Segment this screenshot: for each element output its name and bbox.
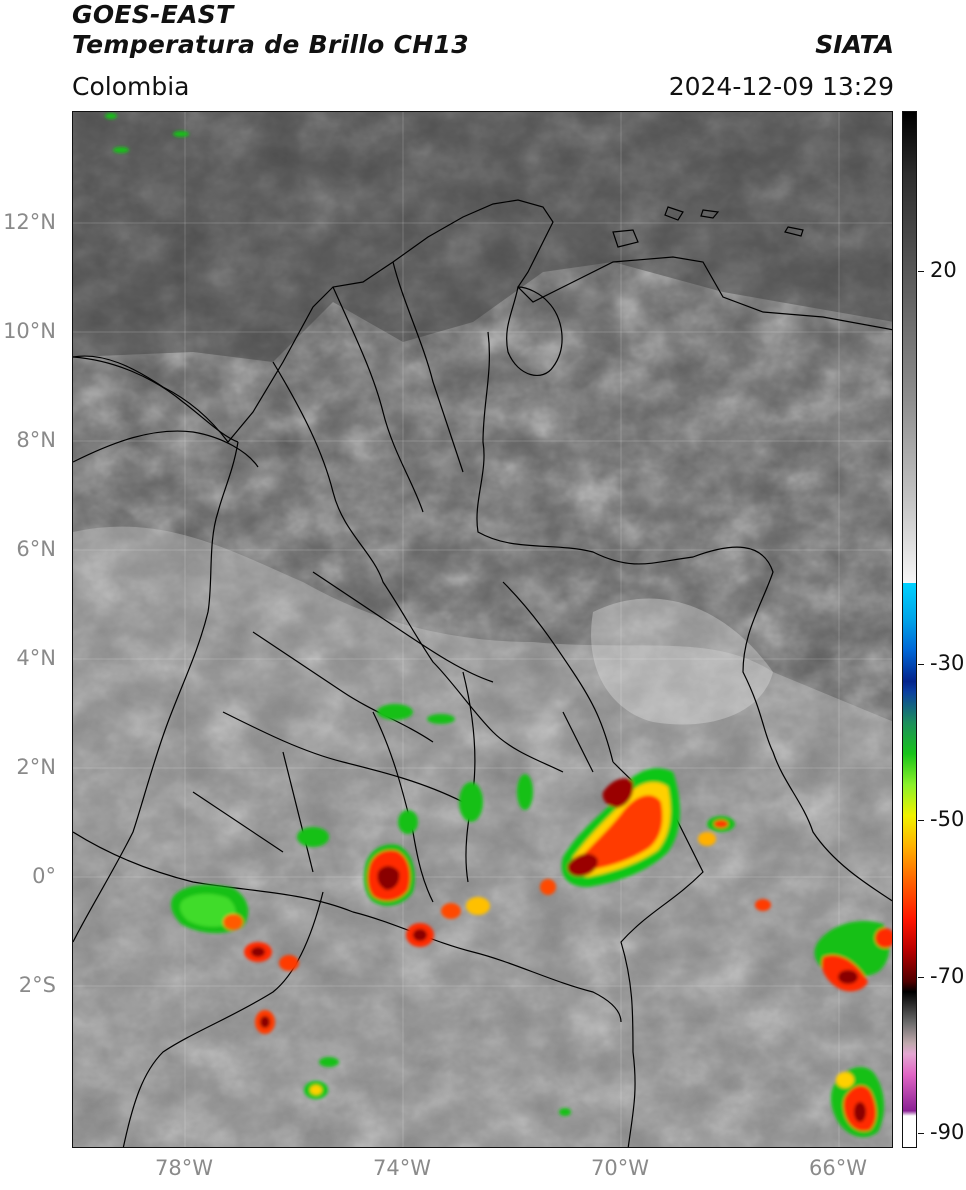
colorbar-label-minus70: -70	[930, 964, 965, 988]
convective-cells	[105, 113, 892, 1138]
storm-brazil-e	[875, 928, 892, 948]
storm-amazonas-a	[755, 899, 771, 911]
lat-label-4n: 4°N	[16, 646, 56, 670]
storm-meta	[517, 774, 533, 810]
storm-narino-mid	[179, 893, 236, 927]
storm-meta-north	[377, 704, 413, 720]
lat-label-6n: 6°N	[16, 537, 56, 561]
storm-putumayo-peak	[377, 866, 400, 890]
colorbar-tick-minus70	[918, 977, 924, 978]
storm-guainia-a-core	[714, 820, 728, 828]
temperature-colorbar	[902, 111, 917, 1148]
storm-brazil-se-peak	[854, 1102, 866, 1122]
storm-amazon-c	[540, 879, 556, 895]
storm-north-a	[113, 147, 129, 153]
storm-brazil-ne-peak	[838, 970, 858, 984]
storm-brazil-sw	[836, 1072, 854, 1088]
colorbar-label-minus30: -30	[930, 651, 965, 675]
brightness-temperature-map	[73, 112, 892, 1147]
title-satellite: GOES-EAST	[72, 0, 234, 29]
storm-narino-core	[223, 914, 243, 930]
lat-label-12n: 12°N	[3, 210, 56, 234]
storm-vaupes-peak2	[567, 853, 598, 877]
storm-amazon-b	[297, 827, 329, 847]
storm-vaupes-peak	[602, 778, 634, 808]
colorbar-label-20: 20	[930, 258, 957, 282]
storm-peru-a-core	[310, 1085, 322, 1095]
lat-label-8n: 8°N	[16, 428, 56, 452]
lon-label-70w: 70°W	[591, 1156, 649, 1180]
lat-label-2s: 2°S	[18, 973, 56, 997]
colorbar-tick-20	[918, 271, 924, 272]
eastern-cloud-patch	[591, 598, 773, 725]
storm-caqueta-south-core	[413, 929, 427, 941]
storm-amazon-a	[398, 810, 418, 834]
colorbar-tick-minus50	[918, 820, 924, 821]
colorbar-tick-minus90	[918, 1133, 924, 1134]
storm-meta-north-b	[427, 714, 455, 724]
caribbean-sea-shade	[73, 112, 892, 362]
storm-peru-b	[319, 1057, 339, 1067]
cloud-texture	[73, 112, 892, 1147]
gridlines	[73, 112, 892, 1147]
lat-label-0: 0°	[32, 864, 56, 888]
storm-guaviare	[459, 782, 483, 822]
title-product: Temperatura de Brillo CH13	[72, 30, 469, 59]
storm-ecuador-c-core	[260, 1016, 270, 1028]
region-label: Colombia	[72, 72, 190, 101]
storm-ecuador-a-core	[251, 947, 265, 957]
timestamp-label: 2024-12-09 13:29	[668, 72, 894, 101]
brand-label: SIATA	[815, 30, 894, 59]
northern-islands	[612, 206, 804, 248]
colorbar-label-minus50: -50	[930, 807, 965, 831]
storm-north-b	[173, 131, 189, 137]
colorbar-tick-minus30	[918, 664, 924, 665]
lon-label-78w: 78°W	[155, 1156, 213, 1180]
map-panel	[72, 111, 893, 1148]
lat-label-10n: 10°N	[3, 319, 56, 343]
lon-label-66w: 66°W	[809, 1156, 867, 1180]
storm-vaupes-core	[577, 795, 663, 870]
lat-label-2n: 2°N	[16, 755, 56, 779]
storm-guainia-b	[698, 832, 716, 846]
lon-label-74w: 74°W	[373, 1156, 431, 1180]
storm-north-c	[105, 113, 117, 119]
storm-caqueta-b	[466, 897, 490, 915]
southern-cloud-band	[73, 526, 892, 1147]
storm-ecuador-b	[279, 955, 299, 971]
storm-caqueta-a	[441, 903, 461, 919]
storm-peru-c	[559, 1108, 571, 1116]
colorbar-label-minus90: -90	[930, 1120, 965, 1144]
